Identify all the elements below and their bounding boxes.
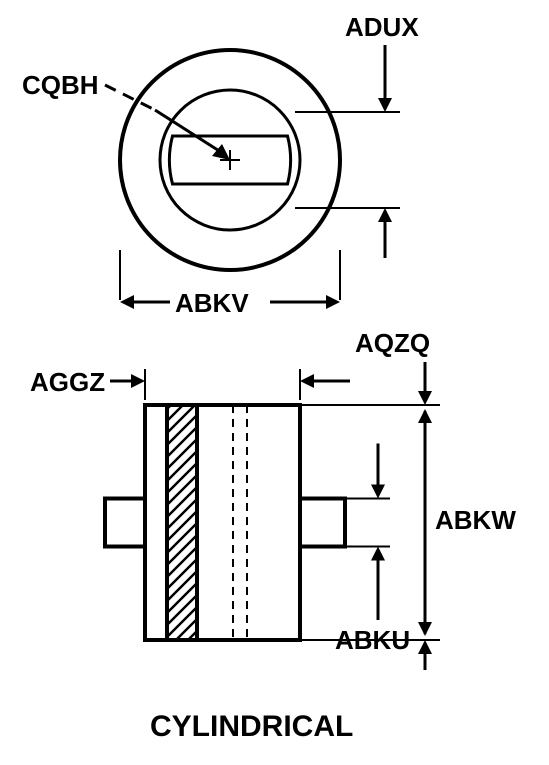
label-abkw: ABKW [435,505,516,536]
label-adux: ADUX [345,12,419,43]
label-aggz: AGGZ [30,367,105,398]
label-aqzq: AQZQ [355,328,430,359]
label-abkv: ABKV [175,288,249,319]
label-abku: ABKU [335,625,410,656]
title-cylindrical: CYLINDRICAL [150,710,353,744]
label-cqbh: CQBH [22,70,99,101]
